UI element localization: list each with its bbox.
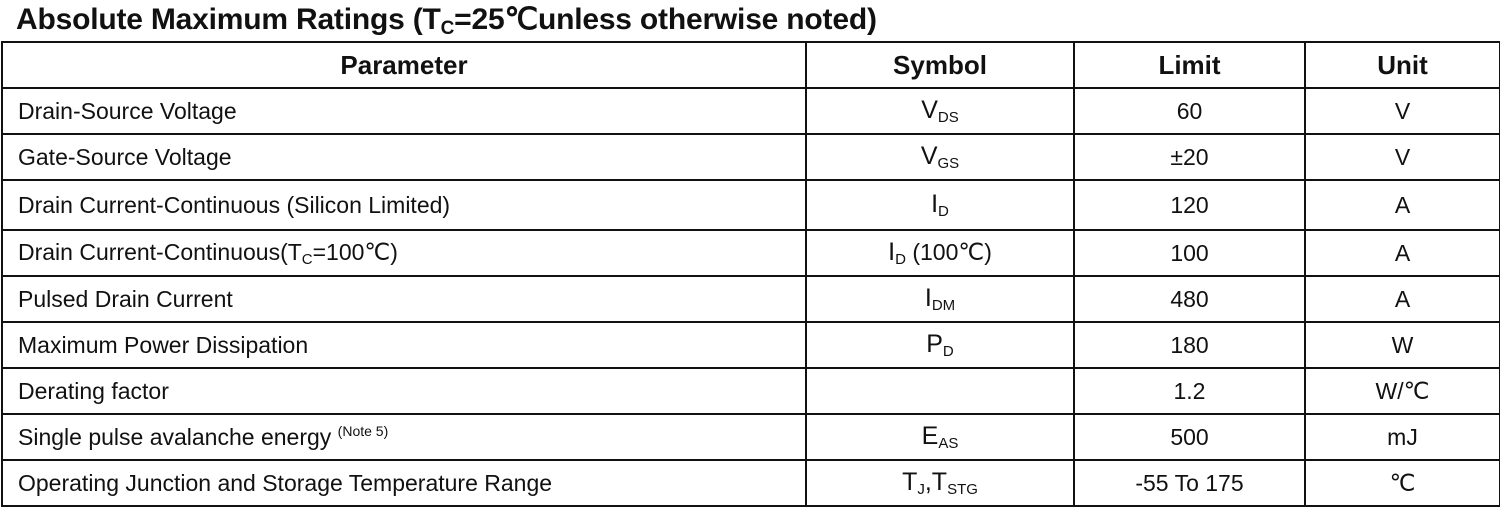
- ratings-table: Parameter Symbol Limit Unit Drain-Source…: [1, 41, 1500, 507]
- cell-unit: V: [1304, 87, 1500, 135]
- subscript: D: [938, 203, 949, 220]
- text-part: Maximum Power Dissipation: [18, 331, 309, 358]
- cell-symbol: TJ,TSTG: [805, 459, 1075, 507]
- text-part: Gate-Source Voltage: [18, 143, 232, 170]
- table-row: Gate-Source Voltage VGS ±20 V: [1, 133, 1500, 181]
- table-row: Pulsed Drain Current IDM 480 A: [1, 275, 1500, 323]
- page-title: Absolute Maximum Ratings (TC=25℃unless o…: [16, 2, 877, 40]
- table-row: Operating Junction and Storage Temperatu…: [1, 459, 1500, 507]
- cell-limit: -55 To 175: [1073, 459, 1306, 507]
- subscript: J: [917, 481, 925, 498]
- header-parameter: Parameter: [1, 41, 807, 89]
- cell-symbol: EAS: [805, 413, 1075, 461]
- header-limit: Limit: [1073, 41, 1306, 89]
- cell-parameter: Drain-Source Voltage: [1, 87, 807, 135]
- text-part: =100℃): [312, 238, 398, 265]
- header-symbol: Symbol: [805, 41, 1075, 89]
- header-unit: Unit: [1304, 41, 1500, 89]
- subscript: C: [301, 250, 313, 268]
- text-part: ,T: [924, 468, 948, 496]
- cell-parameter: Maximum Power Dissipation: [1, 321, 807, 369]
- cell-symbol: ID (100℃): [805, 229, 1075, 277]
- table-header-row: Parameter Symbol Limit Unit: [1, 41, 1500, 89]
- table-row: Drain Current-Continuous(TC=100℃) ID (100…: [1, 229, 1500, 277]
- cell-unit: A: [1304, 179, 1500, 231]
- cell-parameter: Drain Current-Continuous (Silicon Limite…: [1, 179, 807, 231]
- subscript: AS: [938, 435, 959, 452]
- title-suffix: =25℃unless otherwise noted): [454, 3, 877, 36]
- cell-limit: 500: [1073, 413, 1306, 461]
- text-part: Pulsed Drain Current: [18, 285, 233, 312]
- cell-symbol: PD: [805, 321, 1075, 369]
- cell-unit: mJ: [1304, 413, 1500, 461]
- subscript: STG: [947, 481, 978, 498]
- table-row: Drain-Source Voltage VDS 60 V: [1, 87, 1500, 135]
- cell-parameter: Drain Current-Continuous(TC=100℃): [1, 229, 807, 277]
- title-subscript: C: [440, 18, 455, 39]
- table-row: Derating factor 1.2 W/℃: [1, 367, 1500, 415]
- text-part: Single pulse avalanche energy: [18, 424, 338, 450]
- cell-symbol: ID: [805, 179, 1075, 231]
- cell-limit: 180: [1073, 321, 1306, 369]
- text-part: Drain Current-Continuous(T: [18, 238, 302, 265]
- text-part: V: [921, 96, 938, 124]
- cell-symbol: VDS: [805, 87, 1075, 135]
- cell-symbol: VGS: [805, 133, 1075, 181]
- cell-unit: A: [1304, 229, 1500, 277]
- cell-parameter: Pulsed Drain Current: [1, 275, 807, 323]
- table-body: Drain-Source Voltage VDS 60 V Gate-Source Vo…: [1, 87, 1500, 507]
- subscript: GS: [937, 155, 960, 172]
- subscript: DM: [931, 297, 956, 314]
- cell-unit: W/℃: [1304, 367, 1500, 415]
- table-row: Maximum Power Dissipation PD 180 W: [1, 321, 1500, 369]
- cell-parameter: Single pulse avalanche energy (Note 5): [1, 413, 807, 461]
- cell-parameter: Operating Junction and Storage Temperatu…: [1, 459, 807, 507]
- cell-unit: A: [1304, 275, 1500, 323]
- cell-limit: 60: [1073, 87, 1306, 135]
- text-part: Drain Current-Continuous (Silicon Limite…: [18, 191, 451, 218]
- text-part: I: [931, 190, 939, 218]
- cell-parameter: Gate-Source Voltage: [1, 133, 807, 181]
- cell-limit: 120: [1073, 179, 1306, 231]
- cell-limit: 1.2: [1073, 367, 1306, 415]
- text-part: Derating factor: [18, 377, 169, 404]
- text-part: (100℃): [905, 239, 992, 265]
- text-part: V: [920, 142, 938, 170]
- text-part: I: [924, 284, 932, 312]
- cell-unit: ℃: [1304, 459, 1500, 507]
- text-part: E: [921, 422, 939, 450]
- text-part: Drain-Source Voltage: [18, 97, 237, 124]
- table-row: Drain Current-Continuous (Silicon Limite…: [1, 179, 1500, 231]
- subscript: D: [895, 251, 906, 268]
- cell-symbol: [805, 367, 1075, 415]
- superscript: (Note 5): [337, 423, 389, 439]
- cell-limit: 100: [1073, 229, 1306, 277]
- cell-limit: 480: [1073, 275, 1306, 323]
- table-row: Single pulse avalanche energy (Note 5) EA…: [1, 413, 1500, 461]
- cell-unit: W: [1304, 321, 1500, 369]
- title-text: Absolute Maximum Ratings (T: [16, 3, 441, 36]
- cell-symbol: IDM: [805, 275, 1075, 323]
- cell-unit: V: [1304, 133, 1500, 181]
- subscript: D: [942, 343, 954, 360]
- text-part: I: [888, 238, 896, 266]
- subscript: DS: [937, 109, 959, 126]
- text-part: T: [902, 468, 918, 496]
- text-part: Operating Junction and Storage Temperatu…: [18, 469, 553, 496]
- cell-parameter: Derating factor: [1, 367, 807, 415]
- text-part: P: [926, 330, 943, 358]
- cell-limit: ±20: [1073, 133, 1306, 181]
